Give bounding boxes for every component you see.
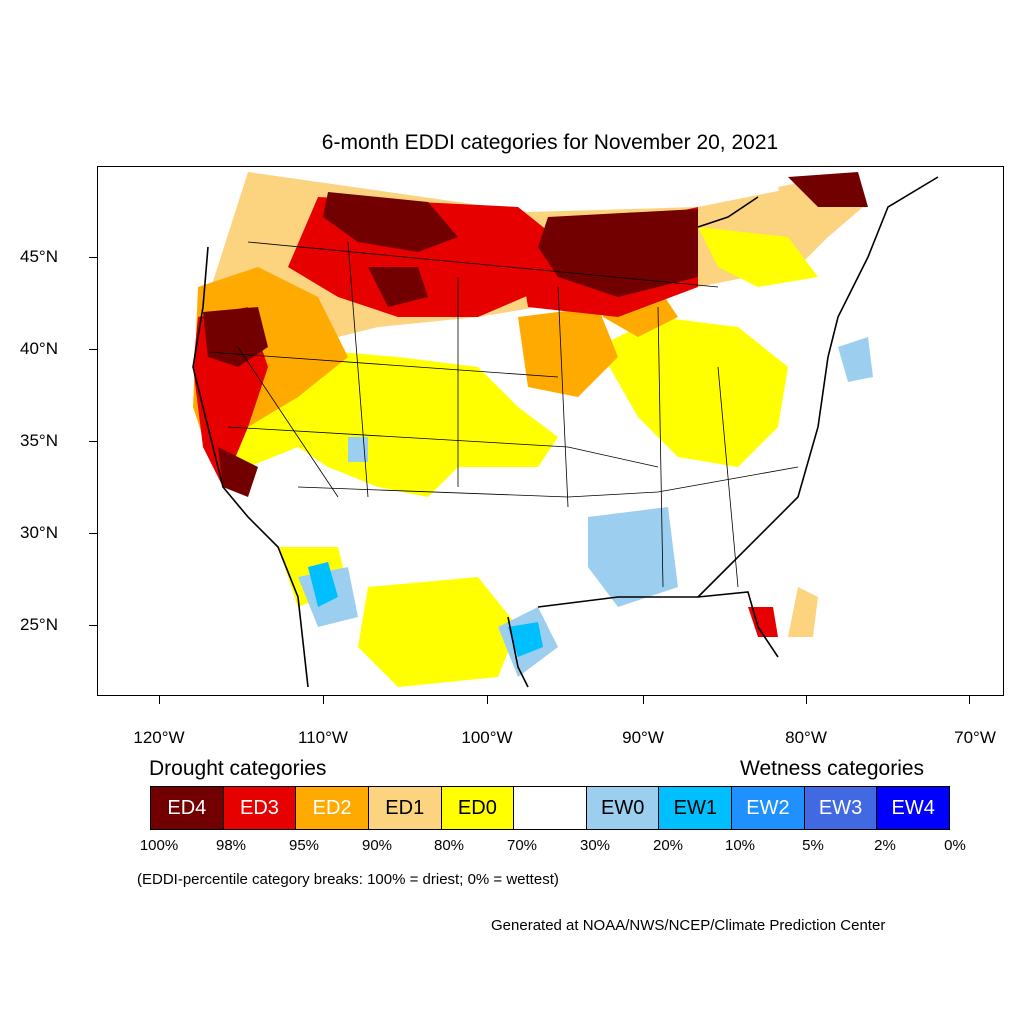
lat-label: 30°N (20, 523, 58, 542)
coastlines (192, 176, 939, 688)
legend-box-ed0: ED0 (441, 787, 515, 829)
legend-box-ew4: EW4 (877, 787, 950, 829)
percent-break-label: 10% (724, 837, 756, 854)
category-legend: ED4 ED3 ED2 ED1 ED0 EW0 EW1 EW2 EW3 EW4 (150, 786, 950, 830)
legend-box-ew2: EW2 (732, 787, 805, 829)
percent-break-label: 20% (652, 837, 684, 854)
percent-break-label: 30% (579, 837, 611, 854)
credit-line: Generated at NOAA/NWS/NCEP/Climate Predi… (491, 917, 886, 934)
legend-box-ed3: ED3 (223, 787, 297, 829)
lon-tick (159, 696, 160, 704)
wetness-categories-heading: Wetness categories (740, 757, 925, 780)
percent-break-label: 100% (139, 837, 179, 854)
legend-box-ew0: EW0 (586, 787, 660, 829)
map-canvas (192, 172, 939, 688)
eddi-ed4-patches (203, 172, 868, 497)
lat-tick (89, 533, 97, 534)
lon-tick (643, 696, 644, 704)
category-breaks-note: (EDDI-percentile category breaks: 100% =… (137, 871, 559, 888)
percent-break-label: 5% (802, 837, 824, 854)
lon-label: 70°W (954, 728, 996, 747)
legend-box-ed4: ED4 (151, 787, 224, 829)
lon-tick (969, 696, 970, 704)
lat-tick (89, 625, 97, 626)
lon-label: 110°W (298, 728, 348, 747)
eddi-ew1-patches (308, 562, 543, 657)
lat-label: 35°N (20, 431, 58, 450)
legend-box-ed2: ED2 (296, 787, 369, 829)
lat-tick (89, 349, 97, 350)
lon-label: 120°W (133, 728, 185, 747)
percent-break-label: 0% (944, 837, 966, 854)
lon-label: 80°W (785, 728, 827, 747)
state-boundaries (207, 241, 799, 588)
legend-box-ew1: EW1 (659, 787, 733, 829)
lon-tick (806, 696, 807, 704)
legend-box-ew3: EW3 (804, 787, 878, 829)
lat-label: 40°N (20, 339, 58, 358)
lat-label: 25°N (20, 615, 58, 634)
lat-tick (89, 441, 97, 442)
percent-break-label: 80% (433, 837, 465, 854)
percent-break-label: 90% (361, 837, 393, 854)
lat-label: 45°N (20, 247, 58, 266)
lon-tick (487, 696, 488, 704)
lon-label: 90°W (622, 728, 664, 747)
lat-tick (89, 257, 97, 258)
percent-break-label: 2% (874, 837, 896, 854)
percent-break-label: 70% (506, 837, 538, 854)
lon-label: 100°W (461, 728, 513, 747)
legend-box-neutral (514, 787, 587, 829)
legend-box-ed1: ED1 (368, 787, 442, 829)
map-title: 6-month EDDI categories for November 20,… (321, 131, 779, 154)
lon-tick (323, 696, 324, 704)
percent-break-label: 98% (215, 837, 247, 854)
drought-categories-heading: Drought categories (149, 757, 327, 780)
percent-break-label: 95% (288, 837, 320, 854)
eddi-map (97, 166, 1004, 696)
